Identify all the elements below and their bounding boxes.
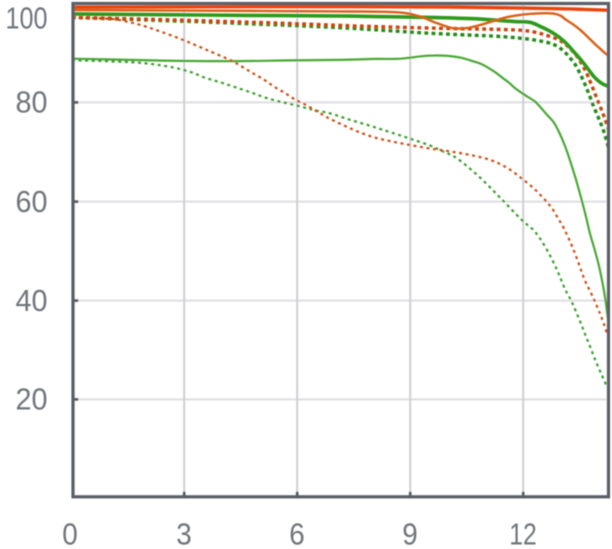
svg-text:20: 20 (16, 382, 48, 417)
svg-text:0: 0 (62, 517, 78, 549)
svg-text:6: 6 (289, 517, 305, 549)
svg-text:80: 80 (16, 85, 48, 120)
svg-text:40: 40 (16, 283, 48, 318)
svg-text:100: 100 (6, 0, 48, 35)
svg-text:12: 12 (509, 517, 537, 549)
svg-text:9: 9 (402, 517, 418, 549)
svg-text:60: 60 (16, 184, 48, 219)
svg-text:3: 3 (176, 517, 192, 549)
